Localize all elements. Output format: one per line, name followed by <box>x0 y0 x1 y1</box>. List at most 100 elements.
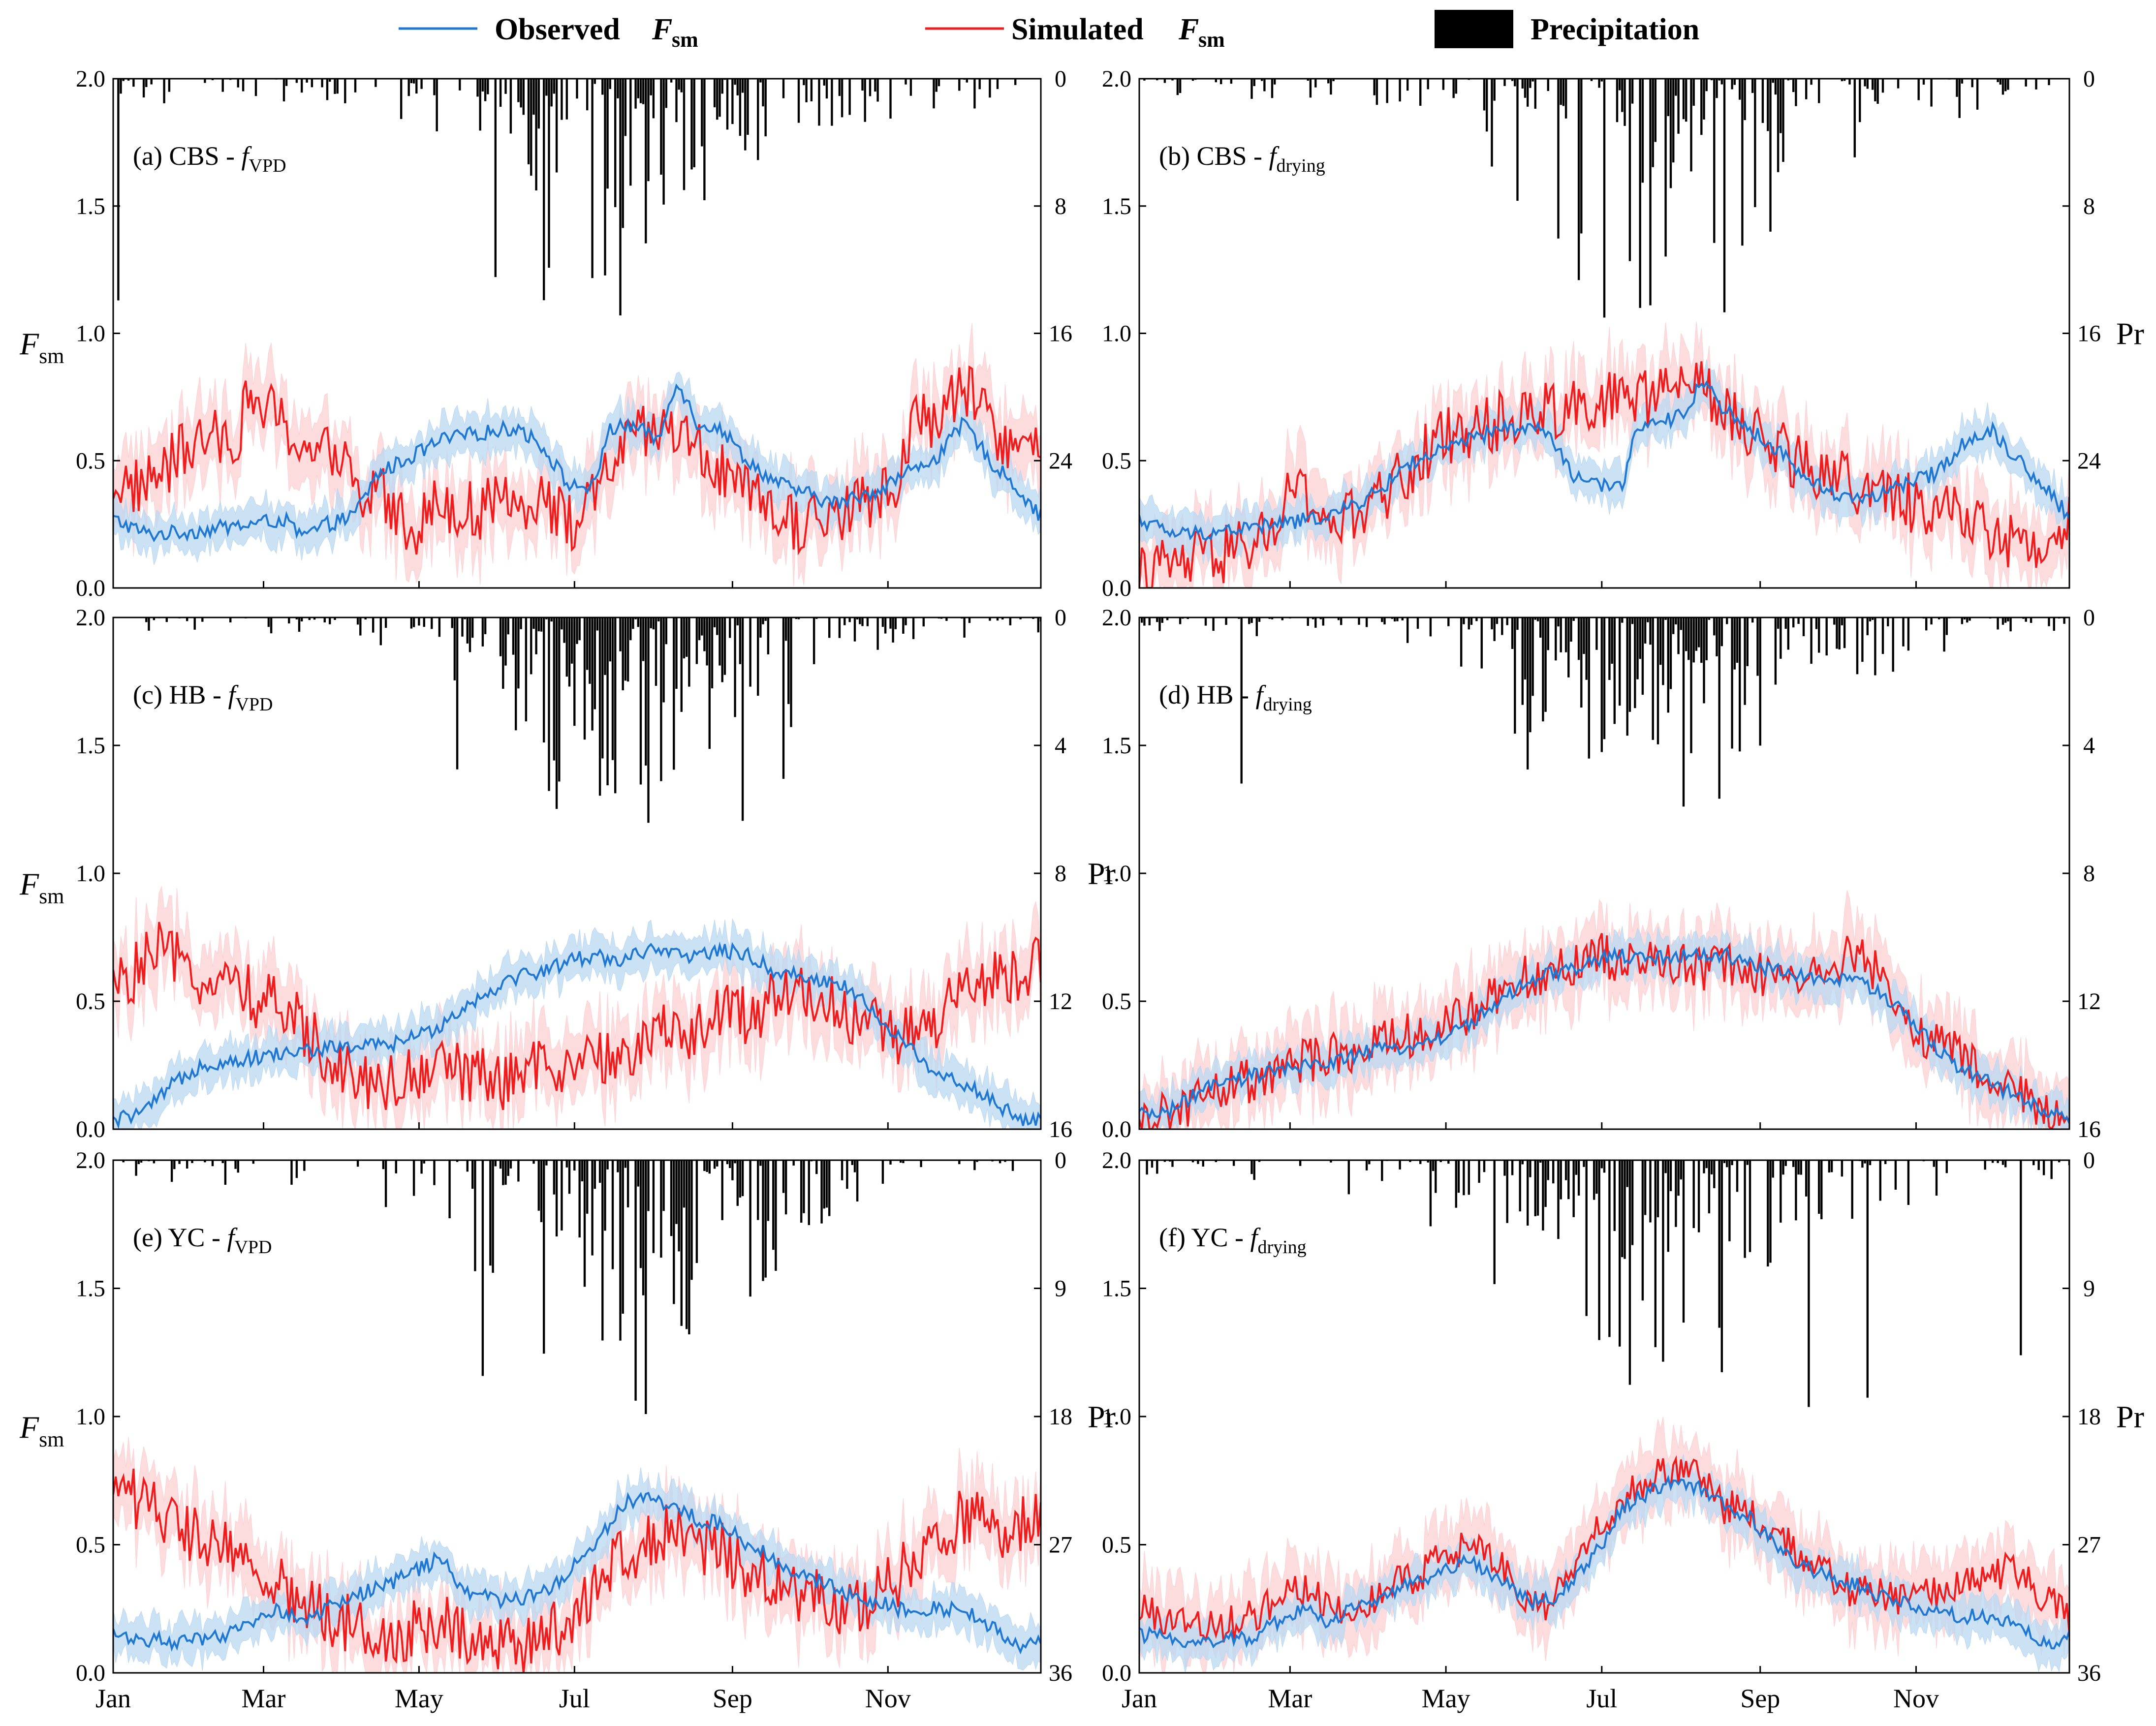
precip-bar <box>1925 617 1928 631</box>
precip-bar <box>1452 79 1455 98</box>
precip-bar <box>1322 617 1324 626</box>
precip-bar <box>1938 617 1940 619</box>
precip-bar <box>1664 79 1667 257</box>
precip-bar <box>736 1160 739 1206</box>
precip-bar <box>1624 1160 1626 1259</box>
precip-bar <box>1713 1160 1716 1188</box>
precip-bar <box>958 1160 961 1165</box>
right-tick-label: 12 <box>2077 988 2101 1015</box>
precip-bar <box>2001 79 2004 95</box>
precip-bar <box>586 617 589 670</box>
precip-bar <box>1240 617 1243 784</box>
precip-bar <box>1626 617 1628 736</box>
precip-bar <box>935 79 937 92</box>
precip-bar <box>629 617 632 641</box>
precip-bar <box>1736 1160 1739 1192</box>
precip-bar <box>1999 79 2001 85</box>
precip-bar <box>570 617 573 664</box>
precip-bar <box>1705 1160 1708 1169</box>
left-tick-label: 1.0 <box>1102 1404 1131 1430</box>
precip-bar <box>639 79 642 103</box>
precip-bar <box>650 79 652 95</box>
precip-bar <box>1250 1160 1253 1174</box>
precip-bar <box>484 79 487 101</box>
precip-bar <box>1258 617 1261 622</box>
precip-bar <box>1733 79 1736 85</box>
precip-bar <box>619 1160 622 1341</box>
precip-bar <box>703 79 706 200</box>
precip-bar <box>1644 1160 1647 1215</box>
precip-bar <box>204 1160 206 1163</box>
precip-bar <box>1836 617 1838 649</box>
month-label: May <box>395 1684 443 1713</box>
precip-bar <box>1626 1160 1628 1187</box>
precip-bar <box>456 1160 459 1162</box>
precip-bar <box>617 1160 619 1172</box>
left-tick-label: 1.5 <box>76 1276 105 1302</box>
precip-bar <box>459 79 461 91</box>
right-tick-label: 9 <box>2083 1276 2095 1302</box>
precip-bar <box>1769 79 1772 232</box>
precip-bar <box>1815 617 1818 629</box>
precip-bar <box>1383 617 1386 625</box>
precip-bar <box>1619 79 1621 91</box>
precip-bar <box>1590 79 1593 81</box>
precip-bar <box>741 1160 744 1197</box>
precip-bar <box>989 79 991 98</box>
precip-bar <box>1866 617 1869 636</box>
precip-bar <box>433 79 436 95</box>
precip-bar <box>1784 1160 1787 1166</box>
precip-bar <box>1971 79 1973 88</box>
precip-bar <box>675 617 678 689</box>
precip-bar <box>1539 617 1542 638</box>
precip-bar <box>1501 617 1503 635</box>
precip-bar <box>1521 1160 1524 1165</box>
precip-bar <box>431 617 433 629</box>
precip-bar <box>1723 79 1726 312</box>
plot-area-f <box>1139 1160 2069 1673</box>
precip-bar <box>1861 1160 1864 1168</box>
precip-bar <box>1463 617 1465 624</box>
precip-bar <box>153 1160 156 1164</box>
precip-bar <box>354 79 357 92</box>
precip-bar <box>680 1160 683 1326</box>
precip-bar <box>626 617 629 682</box>
precip-bar <box>1447 1160 1450 1164</box>
precip-bar <box>1751 617 1754 623</box>
precip-bar <box>647 617 650 823</box>
precip-bar <box>573 617 576 726</box>
precip-bar <box>1667 617 1669 713</box>
precip-bar <box>1935 1160 1938 1196</box>
precip-bar <box>2032 1160 2035 1166</box>
precip-bar <box>1631 1160 1634 1245</box>
precip-bar <box>423 617 425 627</box>
precip-bar <box>787 617 790 704</box>
precip-bar <box>734 1160 736 1164</box>
left-tick-label: 2.0 <box>76 605 105 631</box>
precip-bar <box>464 617 466 619</box>
precip-bar <box>1230 79 1233 84</box>
precip-bar <box>311 79 313 88</box>
precip-bar <box>1713 617 1716 636</box>
precip-bar <box>747 79 749 135</box>
precip-bar <box>820 1160 823 1224</box>
precip-bar <box>642 1160 645 1295</box>
right-tick-label: 8 <box>1055 861 1066 887</box>
precip-bar <box>660 1160 662 1258</box>
precip-bar <box>282 79 285 102</box>
precip-bar <box>1641 79 1644 183</box>
precip-bar <box>1557 1160 1560 1239</box>
precip-bar <box>1531 79 1534 82</box>
precip-bar <box>267 617 270 627</box>
precip-bar <box>1511 617 1514 649</box>
precip-bar <box>1562 79 1565 106</box>
precip-bar <box>532 1160 535 1164</box>
precip-bar <box>201 617 204 622</box>
precip-bar <box>1833 617 1836 625</box>
precip-bar <box>1628 1160 1631 1385</box>
precip-bar <box>838 79 841 96</box>
precip-bar <box>622 79 624 228</box>
precip-bar <box>1628 617 1631 712</box>
precip-bar <box>512 617 515 655</box>
precip-bar <box>1146 1160 1148 1175</box>
